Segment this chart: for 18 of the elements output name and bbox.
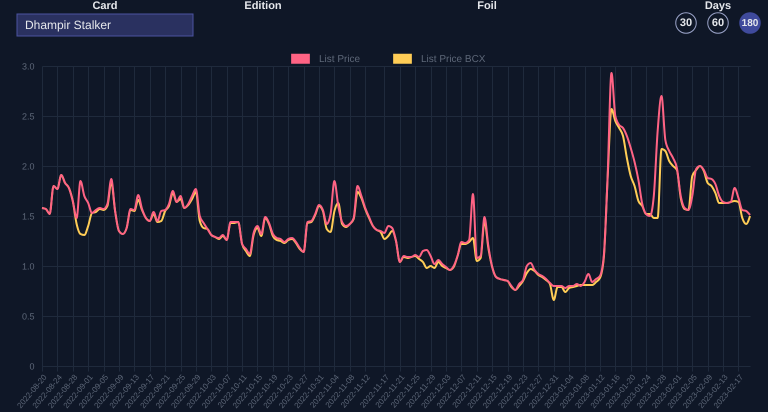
- text: Days: [704, 0, 732, 12]
- line-series: [41, 72, 751, 291]
- text: Edition: [244, 0, 282, 12]
- y-tick-label: 2.0: [22, 162, 34, 172]
- text: 180: [742, 18, 759, 29]
- y-tick-label: 0.5: [22, 312, 34, 322]
- text: 60: [712, 17, 724, 29]
- legend-label: List Price: [319, 54, 361, 65]
- text: 30: [680, 17, 692, 29]
- y-tick-label: 1.5: [22, 212, 34, 222]
- text: Dhampir Stalker: [25, 18, 112, 32]
- y-tick-label: 2.5: [22, 112, 34, 122]
- y-tick-label: 1.0: [22, 262, 34, 272]
- y-tick-label: 3.0: [22, 62, 34, 72]
- y-tick-label: 0: [29, 362, 34, 372]
- text: Card: [92, 0, 118, 12]
- text: Foil: [477, 0, 497, 12]
- legend-label: List Price BCX: [421, 54, 486, 65]
